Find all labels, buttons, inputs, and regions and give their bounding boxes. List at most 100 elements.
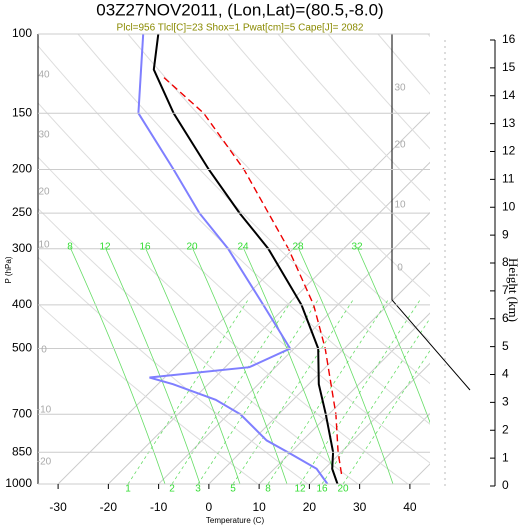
isotherm-label: -20 xyxy=(37,457,52,468)
y2-tick-label: 1 xyxy=(502,450,509,464)
mixing-ratio-line xyxy=(171,299,293,484)
isotherm xyxy=(158,211,430,484)
isotherm-label: 10 xyxy=(38,240,50,251)
y2-tick-label: 9 xyxy=(502,227,509,241)
y-tick-label: 100 xyxy=(12,26,32,40)
mixing-ratio-line xyxy=(127,299,249,484)
dry-adiabat xyxy=(277,34,430,202)
dry-adiabat xyxy=(38,256,309,484)
dry-adiabat xyxy=(377,34,430,95)
dry-adiabat xyxy=(127,34,430,342)
y2-tick-label: 7 xyxy=(502,283,509,297)
isotherm xyxy=(258,312,430,484)
y-tick-label: 150 xyxy=(12,105,32,119)
moist-adiabat xyxy=(242,246,339,484)
moist-adiabat-label: 32 xyxy=(351,242,363,253)
x-tick-label: -20 xyxy=(100,500,118,514)
dry-adiabat xyxy=(38,45,430,425)
isotherm-label: -10 xyxy=(37,405,52,416)
x-tick-label: -10 xyxy=(150,500,168,514)
y-axis-label: P (hPa) xyxy=(4,256,13,283)
y2-tick-label: 14 xyxy=(502,88,516,102)
dry-adiabat xyxy=(77,34,430,385)
y-tick-label: 500 xyxy=(12,341,32,355)
dry-adiabat xyxy=(38,207,359,484)
moist-adiabat-label: 20 xyxy=(186,242,198,253)
isotherm xyxy=(309,362,430,484)
y-tick-label: 300 xyxy=(12,241,32,255)
moist-adiabat xyxy=(144,246,241,484)
dry-adiabat xyxy=(327,34,430,150)
dry-adiabat xyxy=(177,34,430,298)
moist-adiabat-label: 12 xyxy=(99,242,111,253)
y2-tick-label: 12 xyxy=(502,144,516,158)
y2-tick-label: 8 xyxy=(502,255,509,269)
y2-tick-label: 5 xyxy=(502,339,509,353)
y2-tick-label: 15 xyxy=(502,60,516,74)
moist-adiabat-label: 28 xyxy=(292,242,304,253)
chart-subtitle: Plcl=956 Tlcl[C]=23 Shox=1 Pwat[cm]=5 Ca… xyxy=(117,23,364,34)
chart-title: 03Z27NOV2011, (Lon,Lat)=(80.5,-8.0) xyxy=(96,0,383,19)
y-tick-label: 400 xyxy=(12,297,32,311)
isotherm xyxy=(57,111,430,484)
y-tick-label: 850 xyxy=(12,444,32,458)
y-tick-label: 700 xyxy=(12,406,32,420)
profile-line xyxy=(152,34,339,484)
mixing-ratio-label: 12 xyxy=(294,484,306,495)
mixing-ratio-label: 2 xyxy=(169,484,175,495)
mixing-ratio-label: 3 xyxy=(195,484,201,495)
moist-adiabat xyxy=(191,246,288,484)
dry-adiabat xyxy=(38,303,259,484)
isotherm xyxy=(208,262,430,484)
y2-tick-label: 0 xyxy=(502,478,509,492)
isotherm-label: 10 xyxy=(394,200,406,211)
y2-tick-label: 11 xyxy=(502,172,515,186)
mixing-ratio-label: 8 xyxy=(265,484,271,495)
dry-adiabat xyxy=(227,34,430,251)
dry-adiabat xyxy=(38,156,409,484)
moist-adiabat-label: 16 xyxy=(139,242,151,253)
background-lines xyxy=(38,34,430,484)
mixing-ratio-line xyxy=(197,299,319,484)
mixing-ratio-line xyxy=(321,317,430,484)
profile-line xyxy=(137,34,329,484)
x-tick-label: 40 xyxy=(403,500,417,514)
y-tick-label: 1000 xyxy=(5,476,32,490)
isotherm-label: 0 xyxy=(41,345,47,356)
x-tick-label: 0 xyxy=(206,500,213,514)
mixing-ratio-label: 16 xyxy=(316,484,328,495)
mixing-ratio-line xyxy=(342,349,430,484)
isotherm-label: 30 xyxy=(394,83,406,94)
y2-axis-label: Height (km) xyxy=(506,258,521,322)
moist-adiabat xyxy=(297,246,394,484)
y2-tick-label: 6 xyxy=(502,311,509,325)
y2-tick-label: 13 xyxy=(502,116,516,130)
moist-adiabat xyxy=(104,246,201,484)
mixing-ratio-line xyxy=(232,299,354,484)
mixing-ratio-label: 20 xyxy=(337,484,349,495)
x-axis-label: Temperature (C) xyxy=(206,516,265,525)
y2-tick-label: 2 xyxy=(502,422,509,436)
x-tick-label: 20 xyxy=(303,500,317,514)
y-tick-label: 200 xyxy=(12,162,32,176)
y2-tick-label: 3 xyxy=(502,395,509,409)
x-tick-label: 10 xyxy=(252,500,266,514)
y2-tick-label: 4 xyxy=(502,367,509,381)
isotherm-label: 20 xyxy=(38,187,50,198)
isotherm-label: 30 xyxy=(38,130,50,141)
mixing-ratio-label: 1 xyxy=(125,484,131,495)
moist-adiabat xyxy=(356,246,430,424)
mixing-ratio-line xyxy=(267,299,389,484)
y2-tick-label: 16 xyxy=(502,32,516,46)
y-tick-label: 250 xyxy=(12,205,32,219)
x-tick-label: 30 xyxy=(353,500,367,514)
isotherm-label: 0 xyxy=(397,263,403,274)
isotherm xyxy=(108,161,430,484)
moist-adiabat-label: 24 xyxy=(237,242,249,253)
moist-adiabat-label: 8 xyxy=(67,242,73,253)
isotherm-label: 40 xyxy=(38,70,50,81)
mixing-ratio-line xyxy=(299,299,421,484)
x-tick-label: -30 xyxy=(49,500,67,514)
moist-adiabat xyxy=(69,246,166,484)
